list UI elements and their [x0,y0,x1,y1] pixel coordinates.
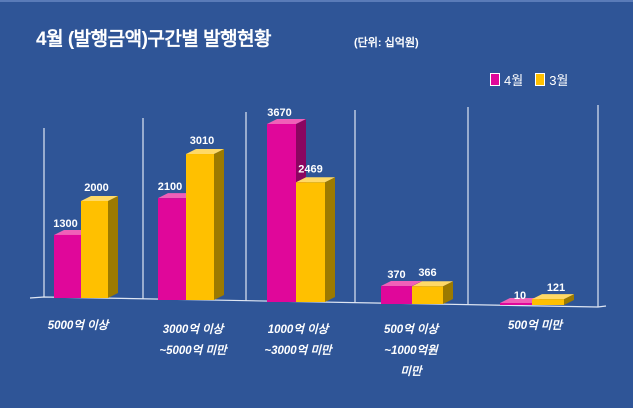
category-label: ~3000억 미만 [264,344,334,357]
data-label: 3010 [190,135,214,147]
bar-top [412,281,453,287]
bar-top [186,149,224,155]
bar-top [267,119,306,125]
data-label: 1300 [53,218,77,230]
data-label: 3670 [267,107,291,119]
category-label: 5000억 이상 [48,319,111,332]
bar-side [564,294,574,305]
bar-april [267,124,296,302]
legend-swatch-march [535,73,546,86]
bar-top [500,298,542,303]
bar-march [296,182,325,302]
category-label: 3000억 이상 [163,323,226,336]
bar-april [381,286,412,304]
bar-march [532,299,564,305]
data-label: 2469 [298,163,322,175]
data-label: 2100 [158,181,182,193]
bar-april [158,198,186,300]
bar-top [532,294,574,300]
legend: 4월 3월 [490,70,568,89]
legend-label-april: 4월 [504,73,524,88]
data-label: 10 [514,290,526,302]
data-label: 121 [547,282,565,294]
category-label: ~1000억원 [384,344,439,357]
chart-title: 4월 (발행금액)구간별 발행현황 [36,29,272,50]
category-label: 1000억 이상 [268,323,331,336]
top-border [0,0,633,2]
bar-side [108,196,118,298]
bar-april [54,234,81,298]
category-label: ~5000억 미만 [159,344,229,357]
bar-april [500,303,532,305]
bar-march [81,201,108,298]
category-label: 500억 이상 [384,323,441,336]
bar-top [381,281,422,287]
bar-side [214,149,224,300]
unit-label: (단위: 십억원) [354,37,419,49]
category-label: 500억 미만 [508,319,565,332]
data-label: 366 [418,267,436,279]
bar-side [443,281,453,304]
data-label: 2000 [84,182,108,194]
bar-top [81,196,118,201]
data-label: 370 [387,269,405,281]
legend-label-march: 3월 [549,73,569,88]
bar-march [186,154,214,300]
legend-swatch-april [490,73,500,86]
bar-march [412,286,443,304]
category-label: 미만 [400,365,424,378]
bar-top [296,177,335,183]
bar-side [325,177,335,302]
